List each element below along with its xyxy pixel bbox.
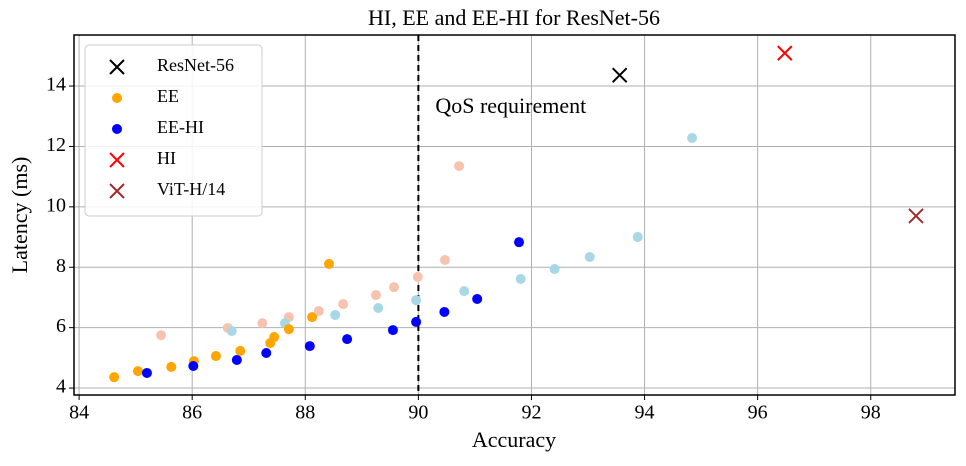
point xyxy=(387,325,398,336)
point xyxy=(188,361,199,372)
x-tick-label: 88 xyxy=(295,402,315,424)
point xyxy=(304,341,315,352)
point xyxy=(324,258,335,269)
point xyxy=(389,282,400,293)
point xyxy=(283,324,294,335)
point-stroke xyxy=(908,208,924,224)
y-tick-label: 12 xyxy=(46,134,66,156)
point xyxy=(454,161,465,172)
point xyxy=(439,306,450,317)
legend-marker xyxy=(109,152,125,168)
point xyxy=(373,303,384,314)
point xyxy=(411,316,422,327)
point xyxy=(412,271,423,282)
point xyxy=(226,325,237,336)
y-axis-label: Latency (ms) xyxy=(7,157,32,274)
point xyxy=(549,264,560,275)
legend-box xyxy=(84,44,263,217)
point xyxy=(472,293,483,304)
legend-marker xyxy=(112,93,122,103)
x-tick-label: 86 xyxy=(182,402,202,424)
legend-marker xyxy=(109,183,125,199)
point xyxy=(261,348,272,359)
point xyxy=(166,361,177,372)
legend-label: ResNet-56 xyxy=(157,55,234,75)
y-tick-label: 14 xyxy=(46,74,66,96)
point xyxy=(307,312,318,323)
x-tick-label: 98 xyxy=(861,402,881,424)
point xyxy=(141,367,152,378)
chart-title: HI, EE and EE-HI for ResNet-56 xyxy=(368,5,660,30)
point xyxy=(109,372,120,383)
x-tick-label: 84 xyxy=(69,402,89,424)
point xyxy=(584,251,595,262)
legend-label: ViT-H/14 xyxy=(157,179,225,199)
point xyxy=(514,237,525,248)
legend-marker xyxy=(109,59,125,75)
point-stroke xyxy=(777,45,793,61)
legend-marker-stroke xyxy=(109,152,125,168)
legend-label: HI xyxy=(157,148,176,168)
point xyxy=(632,232,643,243)
y-tick-label: 6 xyxy=(56,315,66,337)
x-tick-label: 94 xyxy=(635,402,655,424)
point xyxy=(210,351,221,362)
annotation: QoS requirement xyxy=(435,93,586,118)
plot-frame xyxy=(73,34,956,396)
legend-marker-stroke xyxy=(109,59,125,75)
y-tick-label: 8 xyxy=(56,255,66,277)
legend-label: EE-HI xyxy=(157,117,204,137)
x-tick-label: 96 xyxy=(748,402,768,424)
point xyxy=(908,208,924,224)
y-tick-label: 10 xyxy=(46,194,66,216)
y-tick-label: 4 xyxy=(56,376,66,398)
point xyxy=(338,299,349,310)
legend-marker-stroke xyxy=(109,183,125,199)
legend-label: EE xyxy=(157,86,179,106)
legend: ResNet-56 EE EE-HI HI ViT-H/14 xyxy=(84,44,263,217)
point xyxy=(439,255,450,265)
x-tick-label: 92 xyxy=(521,402,541,424)
point xyxy=(132,366,143,377)
x-tick-label: 90 xyxy=(408,402,428,424)
point xyxy=(156,330,167,341)
point xyxy=(330,309,341,320)
legend-marker xyxy=(112,124,122,134)
point xyxy=(257,318,268,329)
point xyxy=(235,345,246,356)
point xyxy=(611,67,628,83)
point xyxy=(370,290,381,301)
point xyxy=(231,354,242,365)
x-axis-label: Accuracy xyxy=(472,427,556,452)
point xyxy=(459,286,470,297)
point xyxy=(777,45,793,61)
point-stroke xyxy=(611,67,628,83)
point xyxy=(269,332,280,343)
point xyxy=(687,132,698,143)
point xyxy=(515,274,526,285)
point xyxy=(342,334,353,345)
point xyxy=(411,295,422,306)
point xyxy=(313,306,324,317)
